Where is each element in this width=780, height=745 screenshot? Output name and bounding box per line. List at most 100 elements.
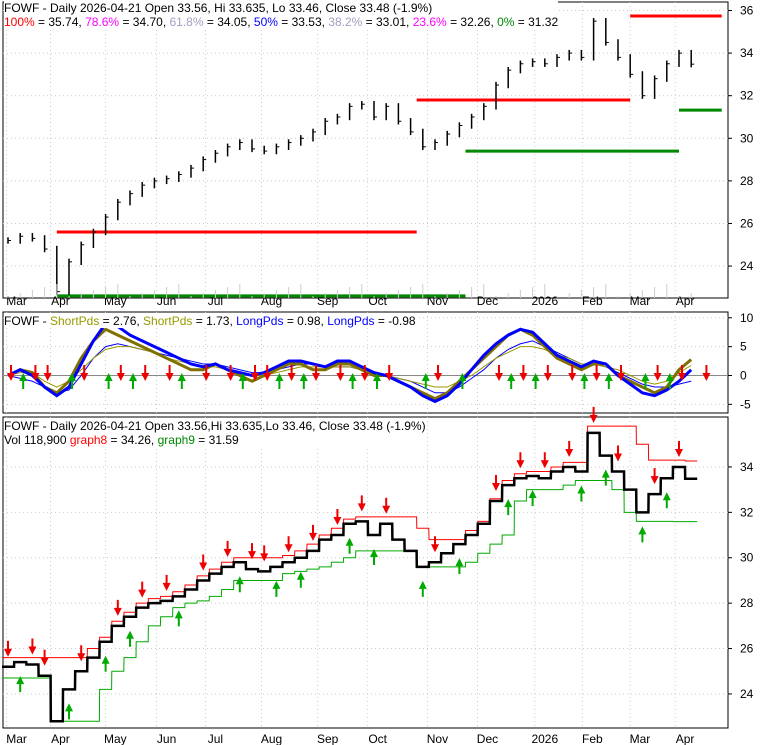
bottom-ytick-label: 26: [740, 642, 754, 656]
xtick-label: Apr: [676, 732, 695, 745]
osc-value-1: = 1.73,: [192, 314, 237, 328]
xtick-label: Sep: [317, 732, 339, 745]
xtick-label: Dec: [477, 294, 498, 308]
xtick-label: Mar: [6, 294, 27, 308]
sell-arrow: [260, 545, 269, 562]
fib-value-5: = 32.26,: [446, 15, 498, 29]
graph9-line: [2, 480, 698, 722]
sell-arrow: [223, 540, 232, 557]
buy-arrow: [418, 580, 427, 597]
osc-down-arrow: [678, 365, 686, 381]
osc-up-arrow: [580, 373, 589, 389]
xtick-label: Oct: [368, 294, 387, 308]
osc-up-arrow: [19, 373, 28, 389]
fib-label-2: 61.8%: [169, 15, 204, 29]
shortpds-line-1: [7, 327, 693, 401]
price-ytick-label: 34: [740, 46, 754, 60]
sell-arrow: [284, 536, 293, 553]
osc-down-arrow: [543, 365, 552, 381]
osc-up-arrow: [129, 373, 137, 389]
xtick-label: Sep: [317, 294, 339, 308]
xtick-label: Nov: [427, 294, 448, 308]
xtick-label: Aug: [261, 732, 282, 745]
osc-down-arrow: [80, 365, 89, 381]
graph9-label: graph9: [157, 433, 195, 447]
buy-arrow: [528, 490, 537, 507]
graph8-value: = 34.26,: [107, 433, 158, 447]
buy-arrow: [101, 655, 110, 672]
fib-legend: 100% = 35.74, 78.6% = 34.70, 61.8% = 34.…: [4, 15, 558, 29]
xtick-label: Feb: [582, 294, 603, 308]
osc-down-arrow: [360, 365, 369, 381]
fib-value-3: = 33.53,: [277, 15, 329, 29]
osc-label-1: ShortPds: [143, 314, 193, 328]
xtick-label: Oct: [368, 732, 387, 745]
sell-arrow: [492, 474, 500, 491]
shortpds-line-2: [7, 346, 692, 388]
sell-arrow: [650, 468, 659, 485]
osc-down-arrow: [653, 365, 662, 381]
fib-label-1: 78.6%: [85, 15, 120, 29]
osc-value-0: = 2.76,: [99, 314, 144, 328]
osc-up-arrow: [665, 373, 674, 389]
sell-arrow: [77, 645, 86, 662]
mid-legend: FOWF - ShortPds = 2.76, ShortPds = 1.73,…: [4, 314, 416, 328]
buy-arrow: [345, 537, 354, 554]
sell-arrow: [4, 640, 12, 657]
osc-up-arrow: [507, 373, 516, 389]
xtick-label: 2026: [531, 732, 558, 745]
osc-down-arrow: [702, 365, 711, 381]
fib-label-4: 38.2%: [328, 15, 363, 29]
xtick-label: Apr: [676, 294, 695, 308]
sell-arrow: [309, 524, 317, 541]
sell-arrow: [138, 581, 147, 598]
sell-arrow: [113, 599, 122, 616]
fib-value-2: = 34.05,: [203, 15, 254, 29]
osc-ytick-label: 10: [740, 311, 754, 325]
xtick-label: Jun: [157, 294, 176, 308]
fib-label-5: 23.6%: [412, 15, 447, 29]
osc-down-arrow: [336, 365, 345, 381]
price-ytick-label: 32: [740, 89, 754, 103]
osc-down-arrow: [287, 365, 296, 381]
bottom-ytick-label: 32: [740, 505, 754, 519]
sell-arrow: [382, 497, 391, 514]
osc-up-arrow: [68, 373, 76, 389]
osc-up-arrow: [421, 373, 430, 389]
sell-arrow: [162, 574, 171, 591]
sell-arrow: [40, 649, 49, 666]
buy-arrow: [126, 630, 134, 647]
xtick-label: 2026: [531, 294, 558, 308]
bottom-ytick-label: 24: [740, 687, 754, 701]
xtick-label: Mar: [6, 732, 27, 745]
buy-arrow: [504, 499, 513, 516]
price-ytick-label: 26: [740, 216, 754, 230]
osc-down-arrow: [116, 365, 125, 381]
osc-up-arrow: [177, 373, 186, 389]
bottom-legend: FOWF - Daily 2026-04-21 Open 33.56,Hi 33…: [4, 419, 426, 447]
xtick-label: Jul: [208, 732, 223, 745]
buy-arrow: [577, 485, 586, 502]
price-ytick-label: 24: [740, 259, 754, 273]
xtick-label: Jul: [208, 294, 223, 308]
buy-arrow: [638, 526, 647, 543]
osc-label-0: ShortPds: [49, 314, 100, 328]
xtick-label: May: [104, 732, 127, 745]
osc-ytick-label: -5: [740, 397, 751, 411]
sell-arrow: [675, 440, 683, 457]
bottom-frame: [2, 416, 729, 729]
price-ytick-label: 30: [740, 131, 754, 145]
fib-value-0: = 35.74,: [34, 15, 86, 29]
osc-up-arrow: [348, 373, 357, 389]
fib-label-6: 0%: [497, 15, 515, 29]
top-title: FOWF - Daily 2026-04-21 Open 33.56, Hi 3…: [4, 1, 433, 15]
graph9-value: = 31.59: [194, 433, 239, 447]
osc-label-2: LongPds: [236, 314, 284, 328]
fib-label-3: 50%: [253, 15, 278, 29]
osc-down-arrow: [226, 365, 235, 381]
osc-down-arrow: [263, 365, 272, 381]
close-line: [2, 431, 698, 723]
xtick-label: Apr: [51, 294, 70, 308]
price-ytick-label: 36: [740, 4, 754, 18]
